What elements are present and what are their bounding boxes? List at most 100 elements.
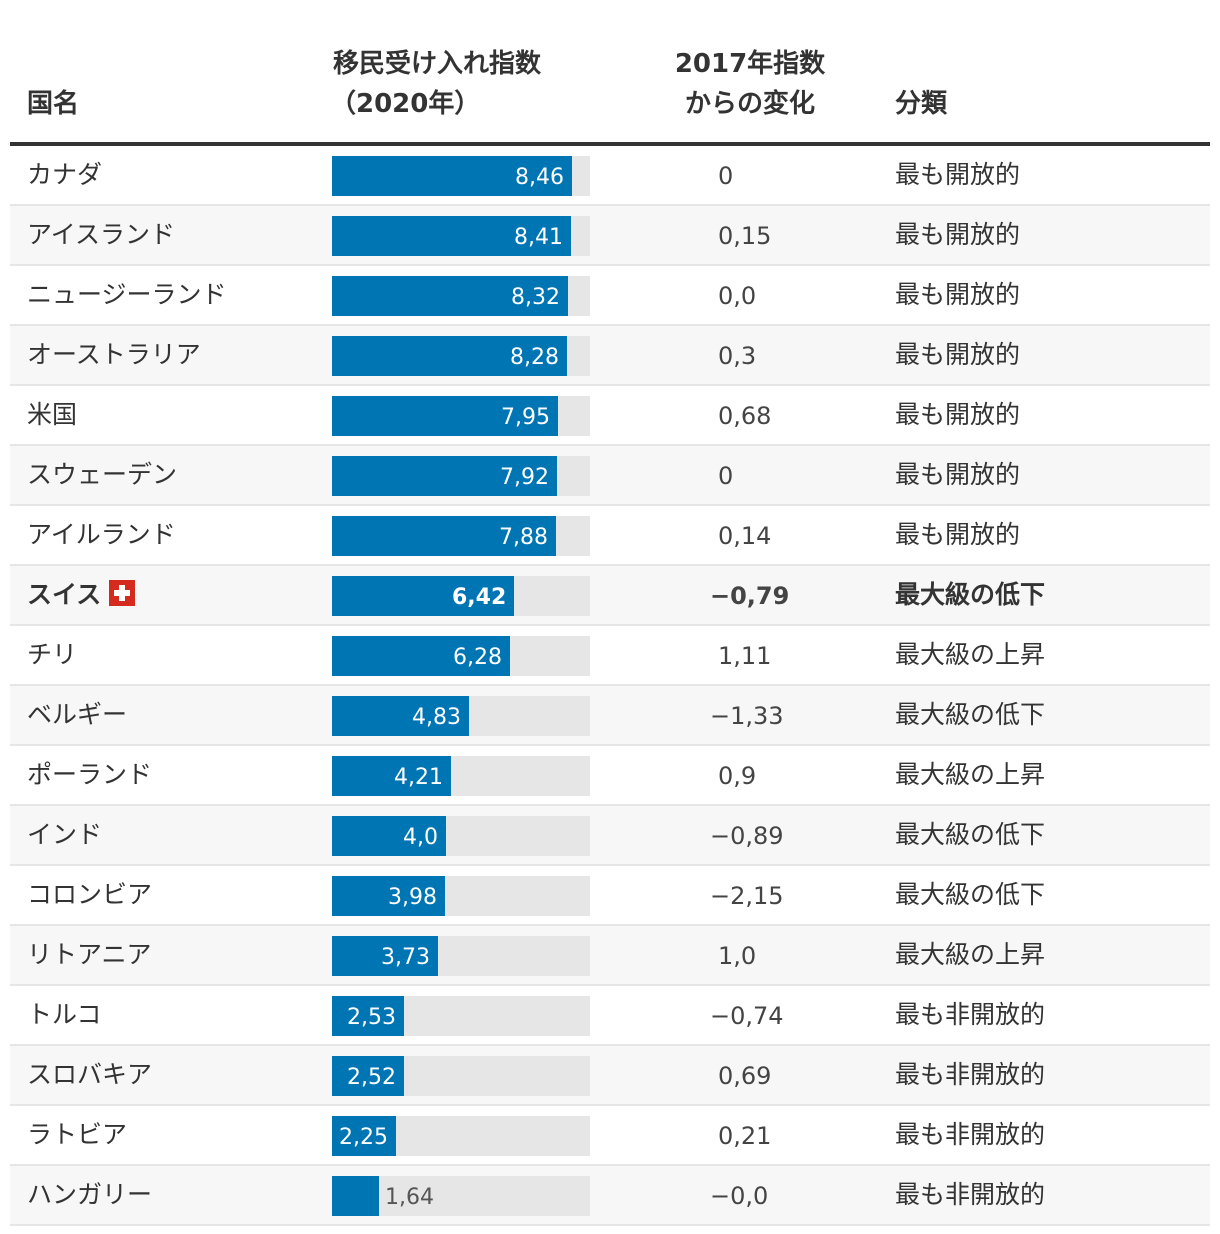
header-classification: 分類 — [895, 84, 947, 124]
country-cell: ニュージーランド — [27, 266, 227, 324]
index-value-label: 6,42 — [452, 585, 507, 610]
table-row: ラトビア 2,25 0,21 最も非開放的 — [10, 1106, 1210, 1166]
classification-cell: 最も開放的 — [895, 400, 1021, 429]
header-index-line2: （2020年） — [330, 89, 481, 119]
classification-cell: 最大級の上昇 — [895, 940, 1046, 969]
bar-track: 8,32 — [332, 276, 590, 316]
bar-track: 7,95 — [332, 396, 590, 436]
country-name: インド — [27, 820, 103, 849]
change-value: 0,14 — [718, 522, 772, 550]
table-row: ニュージーランド 8,32 0,0 最も開放的 — [10, 266, 1210, 326]
table-row: ポーランド 4,21 0,9 最大級の上昇 — [10, 746, 1210, 806]
index-bar — [332, 1056, 404, 1096]
country-name: コロンビア — [27, 880, 153, 909]
index-value-label: 3,73 — [381, 945, 430, 970]
table-row: カナダ 8,46 0 最も開放的 — [10, 146, 1210, 206]
change-value: 0,9 — [718, 762, 757, 790]
change-value: 0,3 — [718, 342, 757, 370]
country-name: カナダ — [27, 160, 103, 189]
country-name: ラトビア — [27, 1120, 128, 1149]
country-name: スロバキア — [27, 1060, 153, 1089]
country-cell: 米国 — [27, 386, 77, 444]
change-value: 0,15 — [718, 222, 772, 250]
classification-cell: 最も非開放的 — [895, 1060, 1046, 1089]
country-name: オーストラリア — [27, 340, 201, 369]
country-name: リトアニア — [27, 940, 152, 969]
change-value: 0 — [718, 462, 734, 490]
bar-track: 2,52 — [332, 1056, 590, 1096]
header-change: 2017年指数 からの変化 — [665, 44, 835, 124]
table-header: 国名 移民受け入れ指数 （2020年） 2017年指数 からの変化 分類 — [10, 0, 1210, 146]
index-value-label: 6,28 — [453, 645, 502, 670]
bar-track: 7,92 — [332, 456, 590, 496]
change-value: −2,15 — [710, 882, 784, 910]
header-change-line2: からの変化 — [684, 89, 815, 119]
index-value-label: 8,32 — [511, 285, 560, 310]
table-row: 米国 7,95 0,68 最も開放的 — [10, 386, 1210, 446]
index-value-label: 4,21 — [394, 765, 443, 790]
country-cell: ポーランド — [27, 746, 152, 804]
header-country: 国名 — [27, 84, 79, 124]
table-row: オーストラリア 8,28 0,3 最も開放的 — [10, 326, 1210, 386]
classification-cell: 最大級の低下 — [895, 580, 1046, 609]
country-cell: インド — [27, 806, 102, 864]
index-value-label: 2,25 — [339, 1125, 388, 1150]
index-value-label: 3,98 — [388, 885, 437, 910]
classification-cell: 最大級の上昇 — [895, 640, 1046, 669]
country-cell: コロンビア — [27, 866, 152, 924]
index-value-label: 7,92 — [500, 465, 549, 490]
country-cell: スイス — [27, 566, 136, 624]
index-bar — [332, 276, 568, 316]
country-cell: ベルギー — [27, 686, 127, 744]
country-name: チリ — [27, 640, 78, 669]
country-name: ニュージーランド — [27, 280, 227, 309]
country-cell: トルコ — [27, 986, 102, 1044]
index-bar — [332, 396, 558, 436]
index-value-label: 2,52 — [347, 1065, 396, 1090]
index-table: 国名 移民受け入れ指数 （2020年） 2017年指数 からの変化 分類 カナダ… — [10, 0, 1210, 1226]
change-value: −1,33 — [710, 702, 784, 730]
bar-track: 3,73 — [332, 936, 590, 976]
classification-cell: 最大級の低下 — [895, 820, 1046, 849]
table-row: ハンガリー 1,64 −0,0 最も非開放的 — [10, 1166, 1210, 1226]
index-value-label: 8,46 — [515, 165, 564, 190]
classification-cell: 最も開放的 — [895, 340, 1021, 369]
index-bar — [332, 936, 438, 976]
table-row: チリ 6,28 1,11 最大級の上昇 — [10, 626, 1210, 686]
country-cell: ラトビア — [27, 1106, 127, 1164]
table-body: カナダ 8,46 0 最も開放的 アイスランド 8,41 0,15 最も開放的 ニュージーランド… — [10, 146, 1210, 1226]
bar-track: 8,28 — [332, 336, 590, 376]
classification-cell: 最も開放的 — [895, 520, 1021, 549]
country-name: ポーランド — [27, 760, 153, 789]
index-value-label: 4,0 — [403, 825, 438, 850]
header-country-label: 国名 — [27, 89, 80, 119]
header-index: 移民受け入れ指数 （2020年） — [330, 44, 541, 124]
bar-track: 4,21 — [332, 756, 590, 796]
classification-cell: 最も非開放的 — [895, 1000, 1046, 1029]
country-name: トルコ — [27, 1000, 102, 1029]
classification-cell: 最大級の上昇 — [895, 760, 1046, 789]
index-value-label: 7,95 — [501, 405, 550, 430]
country-cell: オーストラリア — [27, 326, 201, 384]
country-cell: リトアニア — [27, 926, 152, 984]
swiss-flag-icon — [109, 580, 136, 606]
index-bar — [332, 1176, 379, 1216]
index-bar — [332, 876, 445, 916]
bar-track: 7,88 — [332, 516, 590, 556]
table-row: コロンビア 3,98 −2,15 最大級の低下 — [10, 866, 1210, 926]
bar-track: 1,64 — [332, 1176, 590, 1216]
country-name: ハンガリー — [27, 1180, 153, 1209]
index-bar — [332, 696, 469, 736]
bar-track: 4,0 — [332, 816, 590, 856]
classification-cell: 最も開放的 — [895, 220, 1021, 249]
table-row: スイス 6,42 −0,79 最大級の低下 — [10, 566, 1210, 626]
bar-track: 6,28 — [332, 636, 590, 676]
classification-cell: 最大級の低下 — [895, 880, 1046, 909]
bar-track: 4,83 — [332, 696, 590, 736]
classification-cell: 最も開放的 — [895, 280, 1021, 309]
change-value: −0,79 — [710, 582, 790, 610]
change-value: 0 — [718, 162, 734, 190]
index-bar — [332, 996, 404, 1036]
country-cell: アイスランド — [27, 206, 175, 264]
index-bar — [332, 216, 571, 256]
